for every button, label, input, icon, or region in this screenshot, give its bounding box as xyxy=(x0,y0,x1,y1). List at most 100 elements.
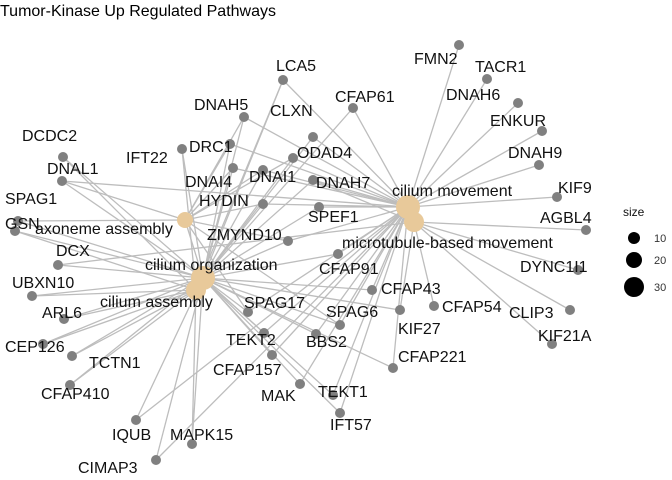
edge-MAPK15-co xyxy=(191,277,204,445)
legend-dot-30 xyxy=(624,277,644,297)
edge-GSN-co xyxy=(14,230,204,279)
edge-CFAP61-cm xyxy=(352,107,409,208)
edge-DNAL1-cm xyxy=(61,180,409,208)
term-node-ca xyxy=(186,280,206,300)
term-node-mbm xyxy=(404,212,424,232)
edge-CFAP221-cm xyxy=(392,206,409,369)
edge-TEKT1-co xyxy=(202,277,334,396)
gene-label-bbs2: BBS2 xyxy=(306,334,347,351)
edge-BBS2-cm xyxy=(315,206,409,335)
gene-node-enkur xyxy=(537,126,547,136)
edge-IFT22-co xyxy=(181,148,204,279)
gene-node-tekt1 xyxy=(328,390,338,400)
gene-node-dnah7 xyxy=(308,175,318,185)
gene-label-mapk15: MAPK15 xyxy=(170,427,233,444)
gene-label-clip3: CLIP3 xyxy=(509,305,554,322)
gene-node-dnai1 xyxy=(258,165,268,175)
edge-ODAD4-cm xyxy=(292,157,409,208)
gene-label-spef1: SPEF1 xyxy=(308,209,359,226)
gene-label-enkur: ENKUR xyxy=(490,113,546,130)
edge-DCDC2-co xyxy=(62,156,204,279)
edge-IQUB-cm xyxy=(135,206,409,421)
edge-DNAH7-co xyxy=(202,179,314,279)
edge-DRC1-aa xyxy=(184,143,231,221)
gene-label-dync1i1: DYNC1I1 xyxy=(520,259,588,276)
edge-CFAP91-co xyxy=(202,253,339,279)
gene-node-odad4 xyxy=(288,153,298,163)
gene-node-fmn2 xyxy=(454,40,464,50)
gene-label-cep126: CEP126 xyxy=(5,339,65,356)
edge-ENKUR-cm xyxy=(407,130,543,208)
edge-DRC1-cm xyxy=(229,143,409,208)
edge-MAPK15-ca xyxy=(191,289,197,445)
gene-label-cfap61: CFAP61 xyxy=(335,89,395,106)
gene-node-dnah5 xyxy=(239,112,249,122)
gene-label-hydin: HYDIN xyxy=(199,193,249,210)
edge-IQUB-co xyxy=(135,277,204,421)
gene-node-spag1 xyxy=(13,216,23,226)
gene-node-clip3 xyxy=(565,305,575,315)
edge-CFAP221-co xyxy=(202,277,394,369)
edge-KIF27-co xyxy=(202,277,401,311)
term-label-cm: cilium movement xyxy=(392,183,513,200)
edge-IFT57-cm xyxy=(339,206,409,414)
gene-node-kif9 xyxy=(552,192,562,202)
gene-label-drc1: DRC1 xyxy=(189,139,233,156)
gene-label-tctn1: TCTN1 xyxy=(89,355,141,372)
gene-label-kif21a: KIF21A xyxy=(538,328,592,345)
edge-DNAH9-cm xyxy=(407,164,540,208)
gene-node-ift57 xyxy=(335,408,345,418)
gene-node-cfap43 xyxy=(367,285,377,295)
gene-label-ift57: IFT57 xyxy=(330,417,372,434)
edge-DRC1-co xyxy=(202,143,231,279)
gene-label-dcdc2: DCDC2 xyxy=(22,128,77,145)
gene-label-odad4: ODAD4 xyxy=(297,145,352,162)
term-label-co: cilium organization xyxy=(145,257,278,274)
gene-node-ift22 xyxy=(177,144,187,154)
gene-node-dnah9 xyxy=(534,160,544,170)
gene-label-cfap221: CFAP221 xyxy=(398,349,467,366)
legend-dot-20 xyxy=(626,252,642,268)
edge-TEKT1-cm xyxy=(332,206,409,396)
gene-label-dnai1: DNAI1 xyxy=(249,169,296,186)
edge-AGBL4-mbm xyxy=(413,221,587,231)
edge-DYNC1I1-mbm xyxy=(413,221,579,271)
label-layer: FMN2 TACR1 LCA5 DNAH6 CFAP61 DNAH5 CLXN ENKUR DC… xyxy=(5,51,592,477)
gene-label-cfap410: CFAP410 xyxy=(41,386,110,403)
edge-FMN2-cm xyxy=(407,44,460,208)
edge-CFAP157-cm xyxy=(271,206,409,356)
edge-SPAG1-co xyxy=(17,220,204,279)
gene-node-dync1i1 xyxy=(573,265,583,275)
edge-SPAG17-cm xyxy=(247,206,409,313)
edge-layer xyxy=(14,44,587,461)
edge-DNAH5-cm xyxy=(243,116,409,208)
edge-UBXN10-ca xyxy=(31,289,197,297)
term-label-aa: axoneme assembly xyxy=(35,221,173,238)
edge-DNAL1-aa xyxy=(61,180,186,221)
gene-node-cfap410 xyxy=(65,380,75,390)
edge-KIF21A-mbm xyxy=(413,221,553,345)
edge-DNAH6-cm xyxy=(407,102,519,208)
gene-node-spag6 xyxy=(335,320,345,330)
edge-DNAI4-co xyxy=(202,167,234,279)
gene-label-cfap43: CFAP43 xyxy=(381,281,441,298)
edge-UBXN10-co xyxy=(31,277,204,297)
page-title: Tumor-Kinase Up Regulated Pathways xyxy=(0,3,276,20)
edge-CEP126-ca xyxy=(42,289,197,345)
gene-label-dnah6: DNAH6 xyxy=(446,87,500,104)
gene-node-arl6 xyxy=(59,314,69,324)
gene-label-mak: MAK xyxy=(261,388,296,405)
gene-node-hydin xyxy=(258,199,268,209)
gene-node-mak xyxy=(295,379,305,389)
gene-label-kif9: KIF9 xyxy=(558,180,592,197)
gene-node-dnai4 xyxy=(228,163,238,173)
edge-TCTN1-co xyxy=(71,277,204,357)
edge-CLXN-cm xyxy=(312,136,409,208)
gene-node-cfap91 xyxy=(333,249,343,259)
edge-CFAP43-co xyxy=(202,277,373,291)
edge-MAK-co xyxy=(202,277,301,385)
gene-label-dnah5: DNAH5 xyxy=(194,97,248,114)
edge-TEKT2-cm xyxy=(263,206,409,334)
edge-CFAP410-co xyxy=(69,277,204,386)
